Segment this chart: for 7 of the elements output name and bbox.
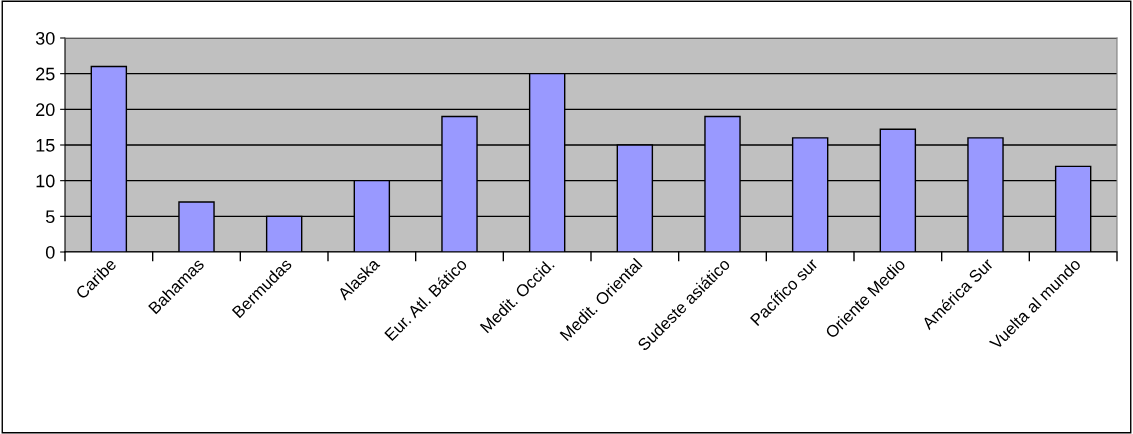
y-tick-label: 30 [35, 31, 55, 45]
y-tick-label: 10 [36, 174, 55, 188]
y-tick-label: 20 [36, 103, 55, 117]
y-tick-label: 5 [45, 210, 55, 224]
y-tick-label: 15 [36, 139, 55, 152]
y-tick-label: 0 [45, 245, 55, 259]
y-tick-label: 25 [36, 67, 55, 81]
